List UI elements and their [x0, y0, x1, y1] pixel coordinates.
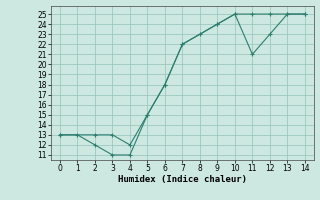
X-axis label: Humidex (Indice chaleur): Humidex (Indice chaleur) — [118, 175, 247, 184]
